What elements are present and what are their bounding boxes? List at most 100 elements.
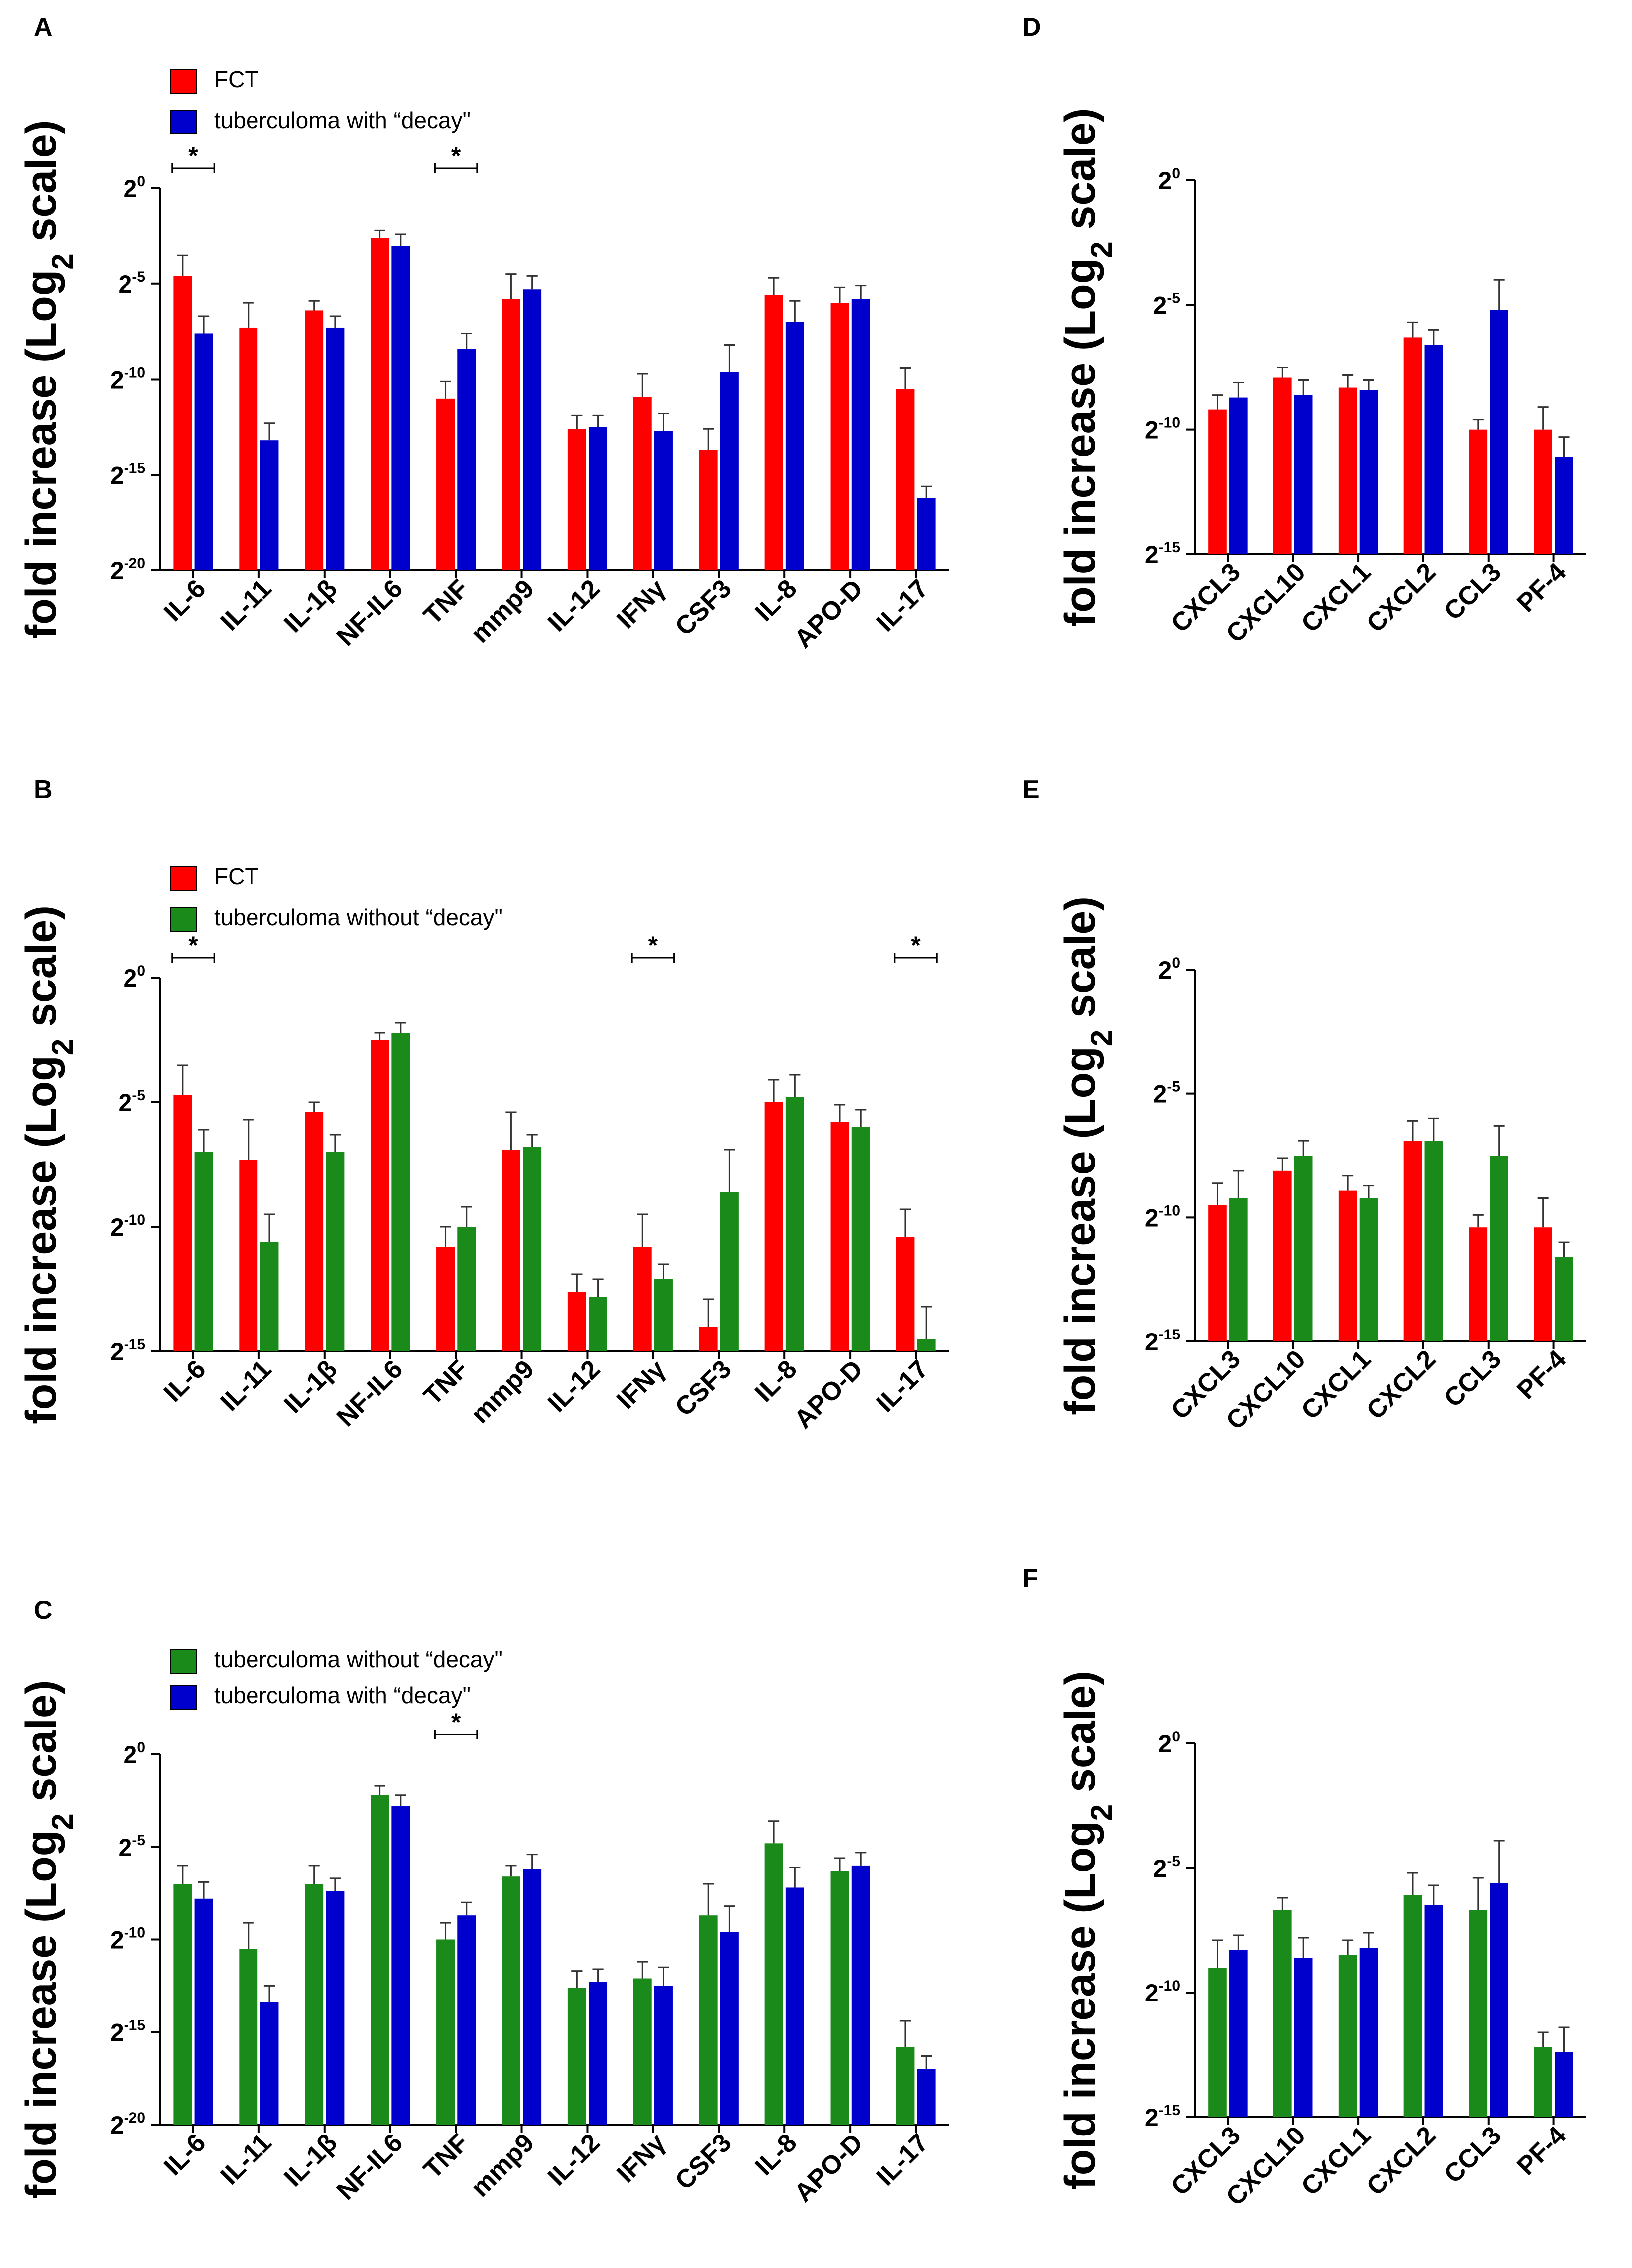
bar-f-s1-c3 [1424,1905,1443,2117]
bar-b-s0-c8 [699,1327,718,1351]
legend-label: tuberculoma without “decay" [214,904,502,930]
y-tick-exponent: -10 [1159,1978,1180,1994]
y-tick-base: 2 [110,2018,124,2046]
bar-d-s1-c1 [1294,395,1313,554]
legend-swatch [170,866,197,891]
y-tick-label: 2-20 [110,2110,145,2139]
bar-c-s0-c3 [371,1795,389,2125]
bar-c-s1-c11 [917,2069,936,2125]
panel-letter: E [1022,775,1040,804]
y-tick-base: 2 [119,270,132,298]
legend-label: FCT [214,66,258,92]
bar-c-s0-c7 [633,1978,652,2125]
bar-e-s0-c2 [1338,1190,1357,1341]
bar-b-s1-c2 [326,1152,345,1351]
significance-star: * [188,932,198,959]
y-axis-label: fold increase (Log2 scale) [17,905,79,1424]
panel-letter: B [34,775,53,804]
bar-f-s0-c0 [1208,1968,1227,2117]
bar-a-s0-c11 [896,389,915,570]
bar-a-s0-c5 [502,299,520,570]
legend-swatch [170,907,197,932]
bar-b-s0-c3 [371,1040,389,1351]
bar-b-s0-c9 [764,1102,783,1351]
bar-a-s1-c11 [917,498,936,570]
bar-b-s1-c10 [851,1127,870,1351]
y-tick-base: 2 [110,1338,124,1366]
bar-b-s0-c0 [173,1095,192,1351]
bar-b-s1-c4 [457,1227,476,1351]
bar-f-s1-c1 [1294,1958,1313,2117]
bar-a-s0-c1 [239,327,258,570]
bar-c-s0-c2 [305,1884,324,2125]
legend-label: tuberculoma with “decay" [214,1682,471,1708]
significance-star: * [648,932,658,959]
bar-f-s1-c2 [1359,1948,1378,2117]
bar-a-s1-c4 [457,349,476,570]
y-tick-exponent: -5 [132,269,145,285]
y-tick-exponent: -5 [1167,1079,1180,1095]
y-axis-label-end: scale) [17,120,65,254]
bar-a-s1-c8 [720,372,739,570]
y-tick-exponent: -20 [124,2110,145,2126]
bar-d-s1-c0 [1229,397,1248,554]
y-axis-label-end: scale) [17,1680,65,1814]
y-tick-exponent: 0 [1172,955,1180,971]
y-tick-base: 2 [110,1926,124,1954]
y-axis-label-main: fold increase (Log [1056,1821,1104,2190]
y-tick-label: 2-15 [110,460,145,489]
y-tick-exponent: -5 [1167,1853,1180,1869]
bar-b-s1-c9 [785,1097,804,1351]
y-tick-exponent: -5 [1167,290,1180,306]
y-axis-label-subscript: 2 [46,253,79,269]
bar-f-s0-c1 [1273,1910,1292,2117]
bar-b-s0-c4 [436,1247,455,1351]
y-tick-base: 2 [1153,291,1167,319]
y-axis-label: fold increase (Log2 scale) [1056,896,1118,1415]
y-axis-label-main: fold increase (Log [17,270,65,639]
y-axis-label-subscript: 2 [1085,1804,1118,1821]
bar-b-s1-c1 [260,1242,279,1351]
bar-c-s1-c2 [326,1891,345,2125]
bar-f-s1-c0 [1229,1950,1248,2117]
bar-f-s1-c4 [1490,1883,1508,2117]
y-tick-label: 2-10 [1145,1202,1180,1232]
y-tick-base: 2 [110,461,124,489]
bar-c-s0-c5 [502,1876,520,2125]
y-tick-exponent: 0 [137,1739,145,1756]
y-tick-exponent: 0 [1172,1729,1180,1745]
y-tick-base: 2 [1145,541,1159,569]
bar-e-s1-c3 [1424,1141,1443,1341]
bar-b-s1-c7 [654,1279,673,1351]
y-tick-exponent: -5 [132,1832,145,1849]
y-tick-base: 2 [1145,1328,1159,1356]
y-tick-base: 2 [1153,1855,1167,1882]
y-tick-label: 2-5 [119,1832,146,1862]
legend-swatch [170,110,197,134]
bar-d-s0-c2 [1338,387,1357,554]
bar-d-s1-c5 [1555,457,1573,554]
bar-a-s0-c4 [436,398,455,570]
panel-letter: D [1022,13,1041,42]
bar-d-s1-c2 [1359,390,1378,554]
bar-c-s0-c9 [764,1843,783,2125]
bar-b-s0-c7 [633,1247,652,1351]
bar-d-s0-c1 [1273,377,1292,554]
bar-a-s1-c0 [194,333,213,570]
y-tick-exponent: -15 [124,1336,145,1353]
y-tick-label: 20 [1158,955,1181,984]
bar-c-s0-c10 [830,1871,849,2125]
bar-d-s0-c4 [1469,429,1488,554]
y-tick-base: 2 [1145,2104,1159,2132]
y-tick-exponent: -20 [124,555,145,572]
y-axis-label: fold increase (Log2 scale) [17,120,79,639]
y-axis-label-main: fold increase (Log [1056,1046,1104,1415]
y-axis-label-end: scale) [17,905,65,1039]
bar-a-s1-c1 [260,440,279,570]
y-tick-label: 2-15 [1145,1327,1180,1356]
bar-b-s1-c3 [391,1033,410,1351]
bar-a-s1-c2 [326,327,345,570]
bar-a-s1-c6 [589,427,608,570]
significance-star: * [451,142,461,170]
